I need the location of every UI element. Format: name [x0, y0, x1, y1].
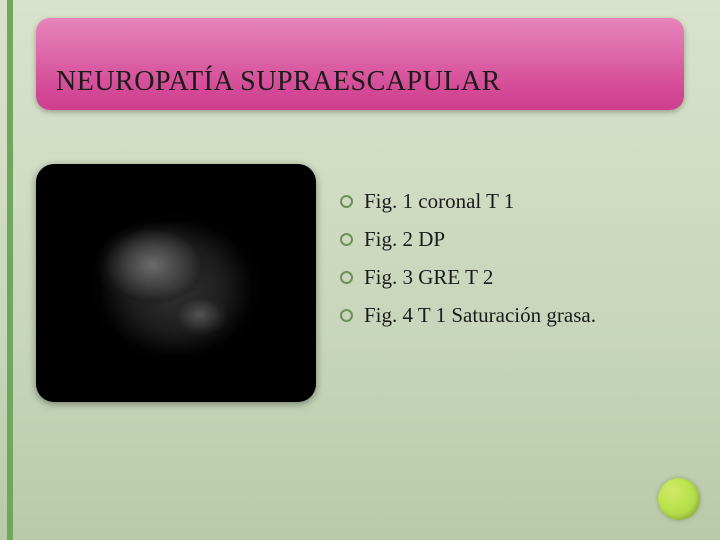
bullet-list: Fig. 1 coronal T 1 Fig. 2 DP Fig. 3 GRE … [340, 186, 700, 338]
corner-circle-icon [658, 478, 700, 520]
bullet-text: Fig. 3 GRE T 2 [364, 262, 493, 292]
bullet-text: Fig. 4 T 1 Saturación grasa. [364, 300, 596, 330]
left-accent-stripe [7, 0, 13, 540]
mri-figure [36, 164, 316, 402]
bullet-text: Fig. 2 DP [364, 224, 445, 254]
list-item: Fig. 4 T 1 Saturación grasa. [340, 300, 700, 330]
title-box: NEUROPATÍA SUPRAESCAPULAR [36, 18, 684, 110]
mri-image-placeholder [78, 188, 274, 380]
list-item: Fig. 3 GRE T 2 [340, 262, 700, 292]
bullet-text: Fig. 1 coronal T 1 [364, 186, 514, 216]
ring-bullet-icon [340, 195, 353, 208]
ring-bullet-icon [340, 309, 353, 322]
slide-title: NEUROPATÍA SUPRAESCAPULAR [56, 66, 501, 98]
slide: NEUROPATÍA SUPRAESCAPULAR Fig. 1 coronal… [0, 0, 720, 540]
list-item: Fig. 2 DP [340, 224, 700, 254]
ring-bullet-icon [340, 233, 353, 246]
ring-bullet-icon [340, 271, 353, 284]
list-item: Fig. 1 coronal T 1 [340, 186, 700, 216]
